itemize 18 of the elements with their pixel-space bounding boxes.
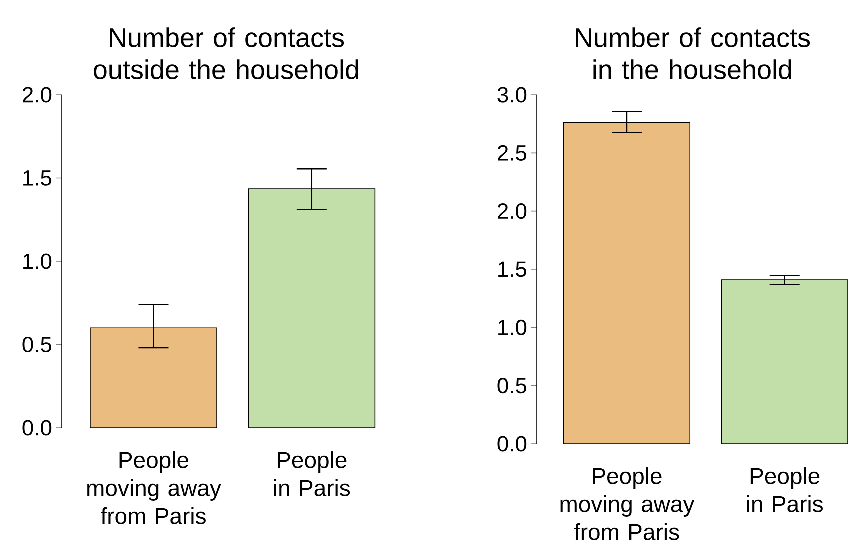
y-tick-label: 0.0 [22, 420, 52, 436]
y-tick-label: 3.0 [498, 87, 527, 103]
y-tick-label: 0.5 [498, 378, 527, 394]
y-tick-label: 1.0 [498, 320, 527, 336]
y-tick-label: 1.0 [24, 254, 52, 270]
chart-title: Number of contacts in the household [576, 28, 810, 80]
y-tick-label: 2.5 [498, 145, 527, 161]
y-tick-label: 1.5 [24, 170, 52, 186]
x-tick-label: People moving away from Paris [88, 452, 222, 524]
x-tick-label: People moving away from Paris [560, 468, 695, 540]
y-tick-label: 2.0 [23, 87, 52, 103]
y-tick-label: 1.5 [498, 262, 527, 278]
y-tick-label: 0.5 [22, 336, 52, 353]
x-tick-label: People in Paris [274, 452, 350, 496]
x-tick-label: People in Paris [747, 468, 823, 512]
y-tick-label: 2.0 [498, 204, 527, 220]
y-tick-label: 0.0 [498, 436, 527, 452]
chart-title: Number of contacts outside the household [94, 28, 358, 80]
